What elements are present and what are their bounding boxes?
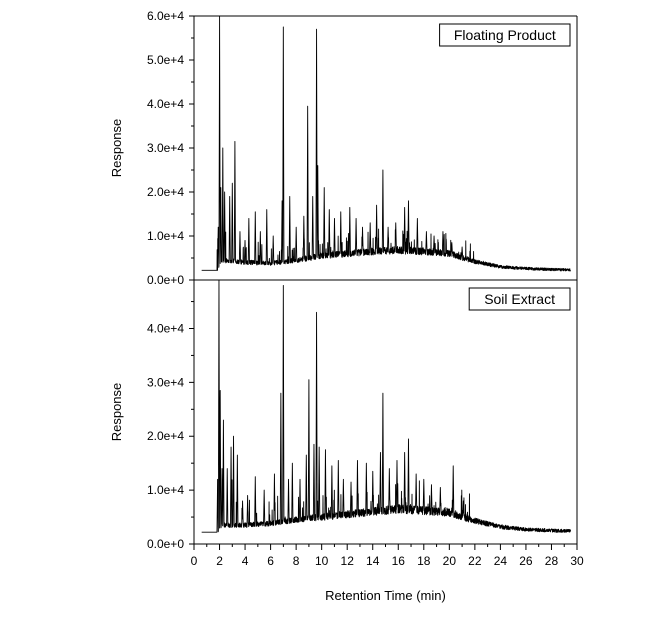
legend-box <box>439 23 571 47</box>
y-tick-label: 5.0e+4 <box>147 53 184 67</box>
y-tick-label: 0.0e+0 <box>147 273 184 287</box>
x-tick-label: 6 <box>267 554 274 568</box>
chromatogram-trace <box>201 15 571 272</box>
x-tick-label: 18 <box>417 554 431 568</box>
x-axis-title: Retention Time (min) <box>325 588 446 603</box>
y-tick-label: 1.0e+4 <box>147 483 184 497</box>
chromatogram-trace <box>201 279 572 533</box>
legend-label: Floating Product <box>454 27 556 43</box>
x-tick-label: 0 <box>191 554 198 568</box>
y-tick-label: 3.0e+4 <box>147 141 184 155</box>
x-tick-label: 4 <box>242 554 249 568</box>
x-tick-label: 12 <box>341 554 355 568</box>
panel-soil-extract: 0.0e+01.0e+42.0e+43.0e+44.0e+40 2 4 6 8 10 12 1… <box>109 279 584 568</box>
x-tick-label: 14 <box>366 554 380 568</box>
y-tick-label: 4.0e+4 <box>147 321 184 335</box>
y-axis-title: Response <box>109 383 124 442</box>
y-tick-label: 1.0e+4 <box>147 229 184 243</box>
panel-floating-product: 0.0e+0 1.0e+4 2.0e+4 3.0e+4 4.0e+4 5.0e+4 6.0e… <box>109 9 578 287</box>
y-tick-label: 2.0e+4 <box>147 429 184 443</box>
x-tick-label: 2 <box>216 554 223 568</box>
legend-box <box>468 287 571 311</box>
x-tick-label: 22 <box>468 554 482 568</box>
x-tick-label: 24 <box>494 554 508 568</box>
x-tick-label: 16 <box>392 554 406 568</box>
x-tick-label: 28 <box>545 554 559 568</box>
x-tick-label: 8 <box>293 554 300 568</box>
y-tick-label: 2.0e+4 <box>147 185 184 199</box>
legend-label: Soil Extract <box>484 291 555 307</box>
x-tick-label: 26 <box>519 554 533 568</box>
x-tick-label: 20 <box>443 554 457 568</box>
y-tick-label: 0.0e+0 <box>147 537 184 551</box>
y-tick-label: 6.0e+4 <box>147 9 184 23</box>
y-tick-label: 4.0e+4 <box>147 97 184 111</box>
y-tick-label: 3.0e+4 <box>147 375 184 389</box>
y-axis-title: Response <box>109 119 124 178</box>
x-tick-label: 10 <box>315 554 329 568</box>
x-tick-label: 30 <box>570 554 584 568</box>
